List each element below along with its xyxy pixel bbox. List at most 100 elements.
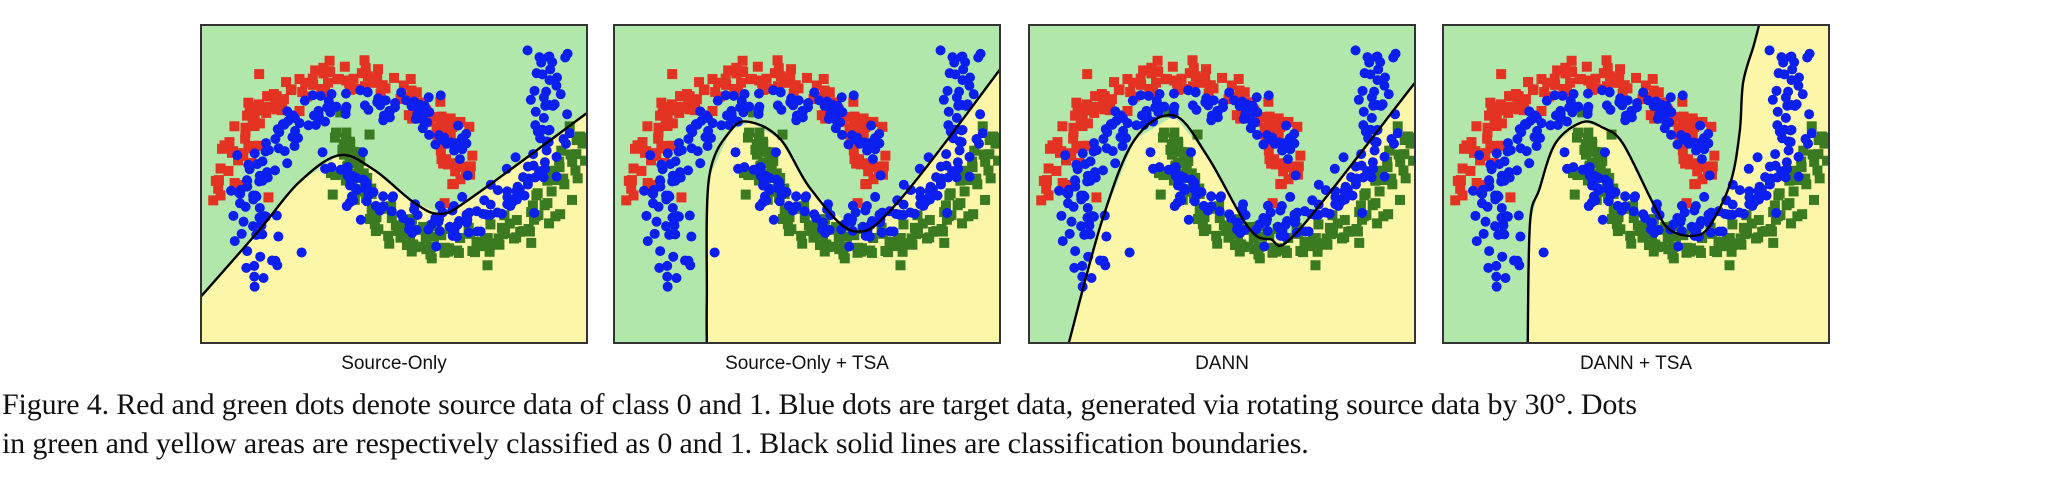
source-class-1-point	[983, 165, 994, 176]
source-class-0-point	[1653, 87, 1664, 98]
target-point	[296, 247, 307, 258]
target-point	[255, 251, 266, 262]
classification-boundary	[1067, 79, 1416, 344]
source-class-1-point	[1337, 233, 1348, 244]
source-class-1-point	[753, 133, 764, 144]
source-class-0-point	[1566, 66, 1577, 77]
data-points	[208, 45, 588, 292]
source-class-0-point	[761, 73, 772, 84]
source-class-1-point	[1332, 218, 1343, 229]
target-point	[683, 133, 694, 144]
source-class-0-point	[1601, 81, 1612, 92]
source-class-0-point	[1187, 55, 1198, 66]
target-point	[472, 226, 483, 237]
target-point	[514, 184, 525, 195]
target-point	[1490, 221, 1501, 232]
target-point	[942, 85, 953, 96]
target-point	[953, 163, 964, 174]
target-point	[1661, 116, 1672, 127]
target-point	[1470, 210, 1481, 221]
target-point	[1513, 210, 1524, 221]
target-point	[254, 176, 265, 187]
target-point	[1665, 92, 1676, 103]
target-point	[1704, 170, 1715, 181]
source-class-1-point	[341, 127, 352, 138]
source-class-0-point	[1549, 73, 1560, 84]
source-class-1-point	[777, 214, 788, 225]
target-point	[753, 88, 764, 99]
target-point	[1251, 92, 1262, 103]
source-class-0-point	[395, 94, 406, 105]
source-class-0-point	[229, 121, 240, 132]
target-point	[825, 108, 836, 119]
source-class-0-point	[1146, 68, 1157, 79]
source-class-0-point	[1190, 71, 1201, 82]
source-class-1-point	[425, 242, 436, 253]
source-class-1-point	[526, 237, 537, 248]
target-point	[1369, 145, 1380, 156]
target-point	[1683, 137, 1694, 148]
source-class-1-point	[1346, 226, 1357, 237]
source-class-1-point	[744, 127, 755, 138]
source-class-0-point	[1054, 147, 1065, 158]
source-class-1-point	[475, 240, 486, 251]
target-point	[1115, 132, 1126, 143]
target-point	[1496, 202, 1507, 213]
source-class-1-point	[895, 260, 906, 271]
source-class-1-point	[831, 222, 842, 233]
source-class-0-point	[1295, 150, 1306, 161]
source-class-1-point	[1671, 231, 1682, 242]
target-point	[1098, 133, 1109, 144]
source-class-0-point	[1550, 79, 1561, 90]
target-point	[1497, 251, 1508, 262]
source-class-0-point	[445, 113, 456, 124]
source-class-0-point	[855, 159, 866, 170]
target-point	[1538, 247, 1549, 258]
target-point	[1329, 163, 1340, 174]
target-point	[1080, 159, 1091, 170]
source-class-0-point	[1637, 94, 1648, 105]
source-class-1-point	[1738, 222, 1749, 233]
source-class-1-point	[369, 219, 380, 230]
source-class-0-point	[373, 64, 384, 75]
target-point	[1734, 185, 1745, 196]
source-class-0-point	[1618, 81, 1629, 92]
target-point	[536, 57, 547, 68]
target-point	[1357, 85, 1368, 96]
target-point	[639, 185, 650, 196]
source-class-1-point	[1382, 162, 1393, 173]
source-class-0-point	[1684, 159, 1695, 170]
source-class-0-point	[318, 68, 329, 79]
plot-source-only-tsa	[613, 24, 1001, 344]
class-1-area	[1527, 24, 1830, 344]
target-point	[1232, 224, 1243, 235]
source-class-1-point	[556, 145, 567, 156]
source-class-0-point	[1075, 118, 1086, 129]
target-point	[434, 225, 445, 236]
source-class-0-point	[1608, 77, 1619, 88]
source-class-0-point	[663, 140, 674, 151]
source-class-0-point	[1581, 61, 1592, 72]
target-point	[1785, 51, 1796, 62]
source-class-1-point	[993, 155, 1001, 166]
source-class-1-point	[554, 156, 565, 167]
target-point	[1281, 120, 1292, 131]
target-point	[540, 100, 551, 111]
target-point	[1379, 151, 1390, 162]
source-class-1-point	[1327, 228, 1338, 239]
source-class-1-point	[987, 131, 998, 142]
source-class-0-point	[1223, 94, 1234, 105]
target-point	[1512, 133, 1523, 144]
source-class-1-point	[1351, 224, 1362, 235]
source-class-0-point	[1647, 74, 1658, 85]
source-class-0-point	[324, 66, 335, 77]
source-class-1-point	[527, 200, 538, 211]
source-class-1-point	[1741, 228, 1752, 239]
target-point	[345, 172, 356, 183]
target-point	[1494, 159, 1505, 170]
target-point	[1557, 90, 1568, 101]
target-point	[676, 145, 687, 156]
target-point	[273, 231, 284, 242]
target-point	[373, 93, 384, 104]
source-class-0-point	[675, 101, 686, 112]
